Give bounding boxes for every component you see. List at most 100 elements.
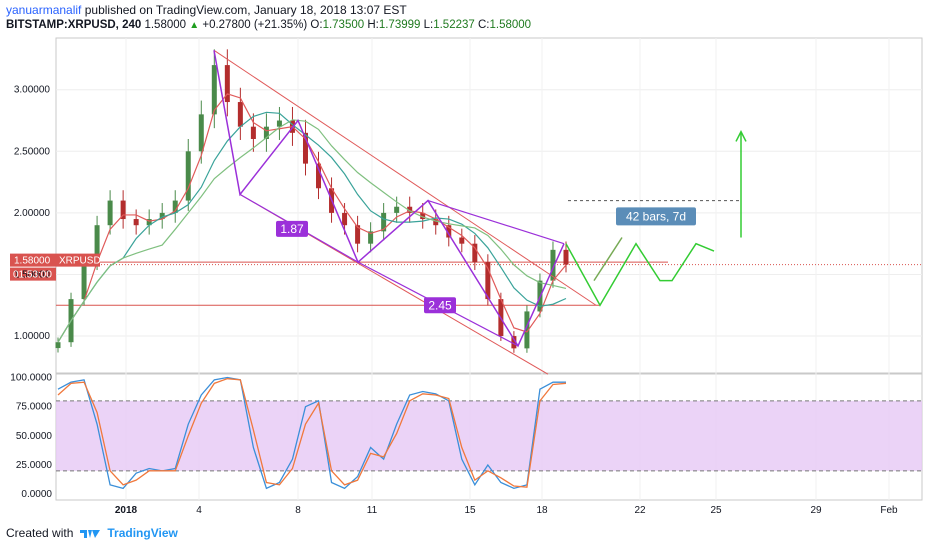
candle-body — [276, 120, 282, 127]
tradingview-logo-icon — [80, 530, 101, 538]
target-arrow-head — [735, 129, 747, 142]
time-tick-label: 18 — [536, 505, 548, 516]
symbol-tag — [56, 253, 100, 267]
forecast-path — [565, 242, 715, 307]
candle-body — [107, 200, 113, 226]
forecast-arrow — [593, 237, 623, 282]
moving-average-line — [57, 111, 567, 343]
candle-body — [550, 249, 556, 281]
symbol-label[interactable]: BITSTAMP:XRPUSD, 240 — [6, 19, 142, 31]
current-price-tag-label: 1.58000 — [14, 256, 51, 267]
stoch-band — [56, 400, 922, 471]
price-tick-label: 1.00000 — [14, 331, 51, 342]
candle-body — [263, 126, 269, 139]
author-link[interactable]: yanuarmanalif — [6, 3, 82, 17]
candle-body — [120, 200, 126, 220]
candle-body — [420, 212, 426, 220]
harmonic-ratio-badge — [424, 297, 456, 314]
candle-body — [198, 114, 204, 152]
candle-body — [472, 243, 478, 263]
countdown-tag — [10, 267, 56, 281]
stoch-tick-label: 75.0000 — [16, 402, 53, 413]
candle-body — [433, 219, 439, 226]
candle-body — [211, 65, 217, 115]
stochastic-line — [57, 378, 567, 488]
high-label: H: — [367, 19, 379, 31]
time-tick-label: 11 — [367, 505, 378, 516]
low-label: L: — [423, 19, 434, 31]
candle-body — [224, 65, 230, 103]
stoch-tick-label: 100.0000 — [10, 373, 52, 384]
candle-body — [81, 262, 87, 300]
channel-upper-line — [213, 49, 597, 306]
candle-body — [446, 225, 452, 238]
time-tick-label: 29 — [810, 505, 822, 516]
measure-label: 42 bars, 7d — [626, 209, 686, 223]
symbol-tag-label: XRPUSD — [59, 256, 101, 267]
time-tick-label: 2018 — [115, 505, 138, 516]
price-tick-label: 2.50000 — [14, 146, 51, 157]
open-value: 1.73500 — [322, 19, 365, 31]
harmonic-leg — [427, 200, 565, 245]
harmonic-pattern — [213, 50, 565, 348]
harmonic-ratio-badge — [276, 220, 308, 237]
candle-body — [55, 342, 61, 349]
candle-body — [563, 249, 569, 265]
measure-badge — [616, 207, 696, 226]
high-value: 1.73999 — [378, 19, 421, 31]
moving-average-line — [57, 119, 567, 343]
candle-body — [394, 206, 400, 213]
time-tick-label: 4 — [196, 505, 202, 516]
candle-body — [133, 219, 139, 226]
candle-body — [355, 225, 361, 244]
low-value: 1.52237 — [433, 19, 475, 31]
candle-body — [407, 206, 413, 213]
footer: Created with TradingView — [6, 526, 178, 540]
price-tick-label: 3.00000 — [14, 85, 51, 96]
candle-body — [185, 151, 191, 201]
price-pane-frame — [55, 37, 923, 374]
up-arrow-icon: ▲ — [189, 20, 200, 31]
tradingview-brand[interactable]: TradingView — [107, 526, 178, 540]
candle-body — [511, 336, 517, 349]
candle-body — [342, 212, 348, 226]
published-text: published on TradingView.com, January 18… — [84, 3, 407, 17]
candle-body — [524, 311, 530, 349]
candle-body — [459, 237, 465, 244]
open-label: O: — [310, 19, 323, 31]
price-tick-label: 2.00000 — [14, 208, 51, 219]
ohlc-legend: BITSTAMP:XRPUSD, 240 1.58000 ▲ +0.27800 … — [6, 19, 531, 31]
candle-body — [172, 200, 178, 213]
candle-body — [368, 231, 374, 244]
candle-body — [146, 219, 152, 226]
candle-body — [159, 212, 165, 220]
candle-body — [485, 262, 491, 300]
candle-body — [237, 102, 243, 127]
close-value: 1.58000 — [489, 19, 532, 31]
price-change: +0.27800 (+21.35%) — [202, 19, 308, 31]
candle-body — [94, 225, 100, 263]
time-tick-label: Feb — [880, 505, 898, 516]
harmonic-ratio-label: 2.45 — [428, 298, 452, 312]
candle-body — [316, 163, 322, 189]
time-tick-label: 25 — [710, 505, 722, 516]
created-with-text: Created with — [6, 526, 74, 540]
time-tick-label: 8 — [295, 505, 301, 516]
harmonic-ratio-label: 1.87 — [280, 222, 304, 236]
current-price-tag — [10, 253, 56, 267]
close-label: C: — [478, 19, 490, 31]
countdown-tag-label: 01:53:00 — [13, 270, 52, 281]
time-tick-label: 22 — [634, 505, 646, 516]
candle-body — [250, 126, 256, 139]
stoch-tick-label: 0.0000 — [21, 489, 52, 500]
candle-body — [381, 212, 387, 232]
price-tick-label: 1.50000 — [14, 269, 51, 280]
last-price: 1.58000 — [144, 19, 187, 31]
stoch-tick-label: 25.0000 — [16, 460, 53, 471]
moving-average-line — [57, 93, 567, 343]
candle-body — [302, 132, 308, 164]
stoch-tick-label: 50.0000 — [16, 431, 53, 442]
time-tick-label: 15 — [464, 505, 476, 516]
publish-info: yanuarmanalif published on TradingView.c… — [6, 3, 407, 17]
